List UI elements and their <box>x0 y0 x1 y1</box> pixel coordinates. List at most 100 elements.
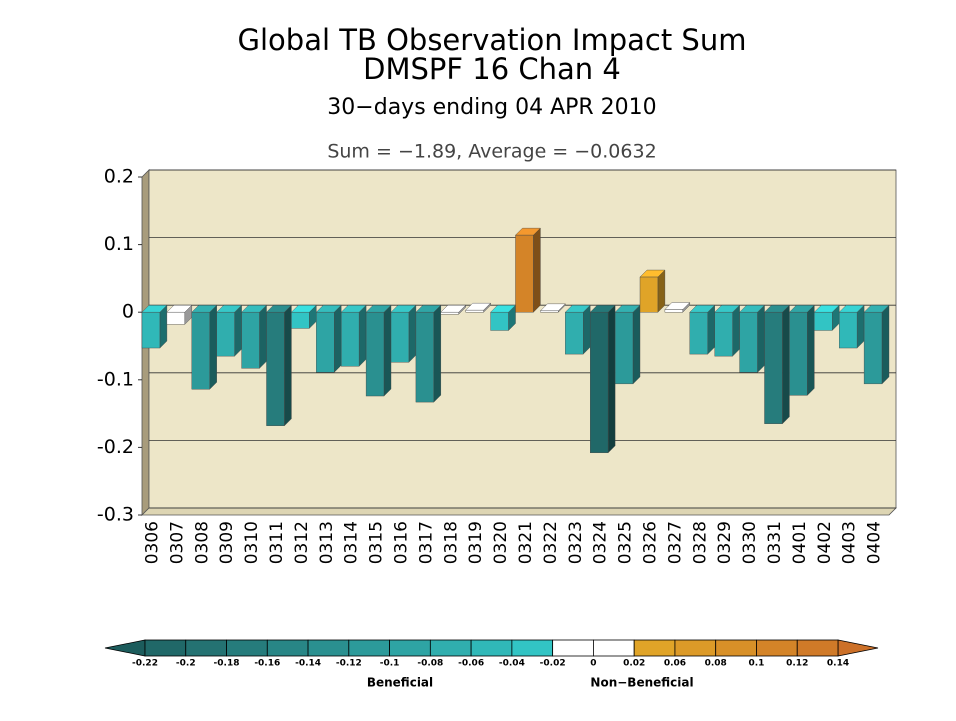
bar <box>141 312 161 349</box>
x-tick-label: 0330 <box>740 521 760 564</box>
bar <box>291 312 310 329</box>
colorbar-bin <box>593 639 635 657</box>
colorbar-bin <box>715 639 757 657</box>
bar-side <box>284 304 292 427</box>
bar-side <box>881 304 890 385</box>
x-tick-label: 0309 <box>217 521 237 564</box>
x-tick-label: 0316 <box>391 521 411 564</box>
chart-subtitle: 30−days ending 04 APR 2010 <box>327 95 656 120</box>
y-tick-label: -0.3 <box>97 504 134 526</box>
x-tick-label: 0308 <box>192 521 212 564</box>
x-tick-label: 0322 <box>541 521 561 564</box>
x-tick-label: 0325 <box>616 521 636 564</box>
bar-side <box>782 304 790 425</box>
x-tick-label: 0404 <box>865 521 885 564</box>
bar-side <box>807 304 815 396</box>
x-tick-label: 0329 <box>715 521 735 564</box>
y-tick-label: 0 <box>122 301 134 323</box>
colorbar-bin <box>674 639 717 657</box>
x-tick-label: 0327 <box>665 521 685 564</box>
colorbar-bin <box>226 639 268 657</box>
bar <box>863 312 883 385</box>
colorbar-label: -0.02 <box>540 659 566 669</box>
colorbar-label: -0.1 <box>380 659 400 669</box>
bar-side <box>657 269 666 313</box>
x-tick-label: 0320 <box>491 521 511 564</box>
colorbar-name: Non−Beneficial <box>590 676 693 690</box>
colorbar-label: 0.12 <box>786 659 808 669</box>
colorbar-label: -0.04 <box>499 659 525 669</box>
bar <box>714 312 733 357</box>
bar <box>341 312 360 367</box>
colorbar-label: 0 <box>590 659 596 669</box>
colorbar-bin <box>348 639 390 657</box>
bar <box>689 312 708 355</box>
colorbar-label: -0.22 <box>132 659 158 669</box>
colorbar-label: -0.18 <box>214 659 240 669</box>
bar-side <box>583 304 591 355</box>
colorbar-label: 0.02 <box>623 659 645 669</box>
x-tick-label: 0402 <box>815 521 835 564</box>
annotation: Sum = −1.89, Average = −0.0632 <box>327 141 656 163</box>
colorbar-label: -0.16 <box>254 659 280 669</box>
colorbar-bin <box>796 639 839 657</box>
colorbar-label: -0.2 <box>176 659 196 669</box>
x-tick-label: 0314 <box>342 521 362 564</box>
y-tick-label: -0.1 <box>97 368 134 390</box>
colorbar-label: -0.12 <box>336 659 362 669</box>
colorbar-bin <box>633 639 676 657</box>
bar-side <box>234 304 242 357</box>
bar <box>440 312 459 315</box>
bar <box>814 312 833 331</box>
colorbar-bin <box>429 639 472 657</box>
colorbar-end <box>837 639 879 657</box>
x-tick-label: 0317 <box>416 521 436 564</box>
x-tick-label: 0312 <box>292 521 312 564</box>
bar <box>639 276 659 313</box>
bar <box>490 312 509 331</box>
x-tick-label: 0323 <box>566 521 586 564</box>
bar <box>216 312 235 357</box>
x-tick-label: 0328 <box>690 521 710 564</box>
colorbar-label: 0.06 <box>664 659 686 669</box>
colorbar-label: 0.1 <box>748 659 764 669</box>
colorbar-bin <box>470 639 513 657</box>
floor <box>141 507 897 516</box>
colorbar-name: Beneficial <box>367 676 433 690</box>
x-tick-label: 0321 <box>516 521 536 564</box>
bar-side <box>358 304 367 367</box>
colorbar-label: 0.14 <box>827 659 849 669</box>
chart-title: Global TB Observation Impact Sum <box>238 23 747 57</box>
colorbar-bin <box>266 639 309 657</box>
colorbar-label: -0.06 <box>458 659 484 669</box>
colorbar-label: -0.14 <box>295 659 321 669</box>
bar-side <box>632 304 641 385</box>
x-tick-label: 0315 <box>367 521 387 564</box>
colorbar-label: -0.08 <box>417 659 443 669</box>
bar-side <box>408 304 417 363</box>
bar-side <box>533 227 541 313</box>
x-tick-label: 0313 <box>317 521 337 564</box>
bar <box>614 312 634 385</box>
y-tick-label: -0.2 <box>97 436 134 458</box>
y-tick-label: 0.2 <box>104 166 134 188</box>
x-tick-label: 0401 <box>790 521 810 564</box>
bar <box>241 312 260 369</box>
bar <box>839 312 858 349</box>
colorbar-bin <box>185 639 227 657</box>
bar-side <box>607 304 616 454</box>
x-tick-label: 0331 <box>765 521 785 564</box>
bar-side <box>334 304 342 373</box>
bar <box>739 312 758 373</box>
bar-side <box>856 304 865 349</box>
x-tick-label: 0318 <box>441 521 461 564</box>
bar <box>191 312 210 390</box>
colorbar-bin <box>144 639 187 657</box>
colorbar-bin <box>307 639 350 657</box>
bar <box>266 312 285 426</box>
bar <box>515 234 534 313</box>
x-tick-label: 0311 <box>267 521 287 564</box>
bar <box>764 312 783 424</box>
bar-side <box>707 304 715 355</box>
